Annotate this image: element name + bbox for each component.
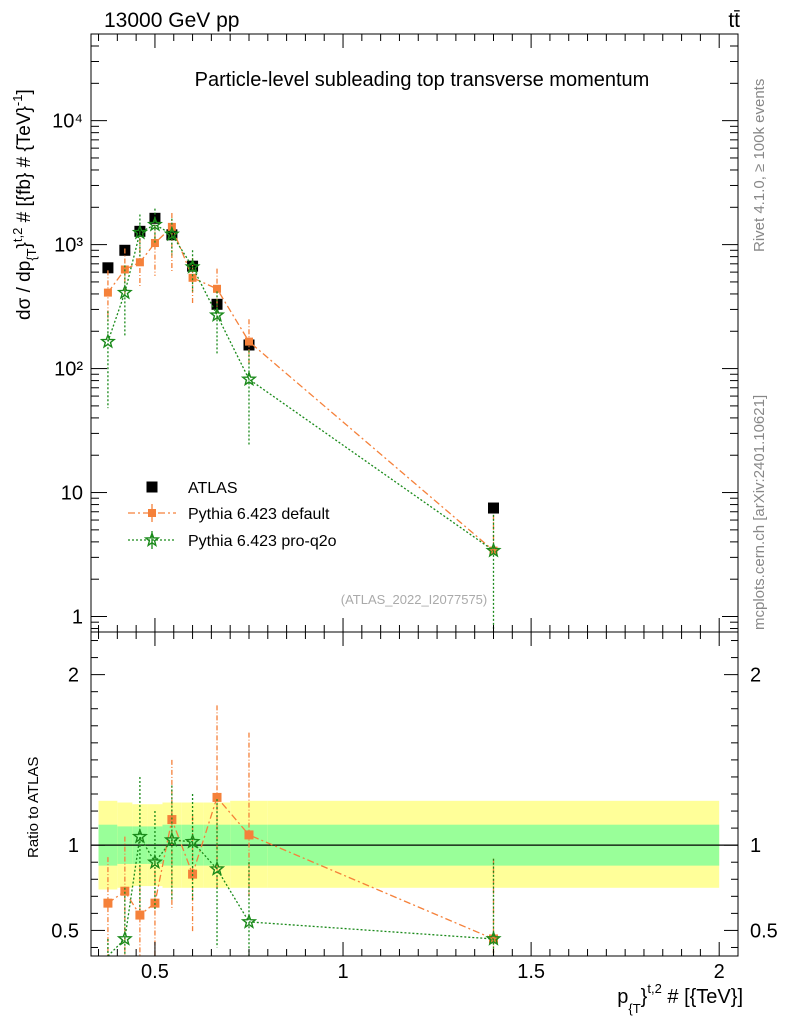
analysis-watermark: (ATLAS_2022_I2077575)	[341, 592, 487, 607]
ratio-point	[212, 792, 222, 802]
y-tick-label: 10	[61, 483, 83, 505]
ratio-point-star	[146, 853, 163, 870]
ratio-point	[120, 886, 130, 896]
energy-label: 13000 GeV pp	[104, 9, 239, 32]
ratio-y-tick-label-right: 1	[750, 835, 761, 857]
x-tick-label: 0.5	[141, 961, 169, 983]
data-point-star	[184, 258, 201, 274]
data-point	[487, 502, 499, 514]
ratio-point-star	[163, 831, 180, 847]
data-point-star	[485, 542, 502, 558]
data-point-star	[240, 370, 258, 387]
series-atlas	[102, 212, 499, 514]
legend-label: ATLAS	[188, 480, 238, 497]
legend-marker	[146, 481, 158, 493]
data-point	[135, 258, 144, 267]
data-point-star	[99, 333, 116, 349]
ratio-point	[167, 815, 177, 825]
process-label: tt̄	[728, 9, 740, 32]
legend-marker-star	[143, 531, 161, 547]
ratio-point-star	[485, 930, 502, 946]
data-point	[244, 337, 253, 346]
data-point-star	[163, 225, 180, 242]
ratio-point	[103, 898, 113, 908]
ratio-y-tick-label: 2	[68, 665, 79, 687]
data-point-star	[146, 216, 163, 232]
ratio-line	[107, 834, 494, 957]
ratio-point-star	[184, 833, 201, 849]
series-pythia-6-423-default	[103, 212, 498, 555]
ratio-y-tick-label: 1	[68, 835, 79, 857]
data-point-star	[208, 306, 226, 323]
data-point-star	[116, 284, 133, 300]
y-tick-label: 10²	[54, 359, 83, 381]
ratio-plot-panel: 0.5 1 1.5 2 0.5 0.5 1 1 2 2	[51, 631, 778, 983]
y-tick-label: 10⁴	[52, 111, 83, 133]
data-point	[188, 273, 197, 282]
data-point	[213, 284, 222, 293]
legend-marker	[148, 509, 156, 517]
data-point	[150, 239, 159, 248]
ratio-axis-title: Ratio to ATLAS	[25, 757, 42, 858]
ratio-series-pythia-6-423-pro-q2o	[107, 776, 502, 957]
ratio-plot-frame	[90, 631, 739, 957]
legend-label: Pythia 6.423 default	[188, 506, 330, 523]
x-tick-label: 1.5	[517, 961, 545, 983]
series-line	[107, 223, 494, 552]
ratio-point-star	[208, 860, 226, 876]
x-tick-label: 2	[714, 961, 725, 983]
legend-label: Pythia 6.423 pro-q2o	[188, 533, 337, 550]
data-point	[103, 288, 112, 297]
main-plot-panel: Particle-level subleading top transverse…	[52, 33, 739, 633]
legend: ATLAS Pythia 6.423 default Pythia 6.423 pr…	[128, 480, 337, 550]
y-tick-label: 1	[72, 607, 83, 629]
ratio-point-star	[131, 828, 148, 844]
y-axis-title: dσ / dp{T}t,2 # [{fb} # {TeV}-1]	[10, 89, 39, 320]
rivet-version-label: Rivet 4.1.0, ≥ 100k events	[751, 79, 768, 252]
data-point	[102, 262, 114, 274]
ratio-point-star	[116, 930, 133, 946]
ratio-y-tick-label-right: 0.5	[750, 920, 778, 942]
series-line	[107, 225, 494, 552]
data-point-star	[131, 224, 149, 240]
x-tick-label: 1	[337, 961, 348, 983]
plot-title: Particle-level subleading top transverse…	[195, 69, 650, 91]
ratio-point	[244, 830, 254, 840]
ratio-point-star	[240, 913, 258, 929]
x-axis-title: p{T}t,2 # [{TeV}]	[617, 981, 743, 1016]
y-tick-label: 10³	[54, 235, 83, 257]
ratio-y-tick-label-right: 2	[750, 665, 761, 687]
ratio-y-tick-label: 0.5	[51, 920, 79, 942]
series-pythia-6-423-pro-q2o	[99, 208, 502, 632]
mcplots-label: mcplots.cern.ch [arXiv:2401.10621]	[751, 395, 768, 630]
ratio-point	[135, 910, 145, 920]
